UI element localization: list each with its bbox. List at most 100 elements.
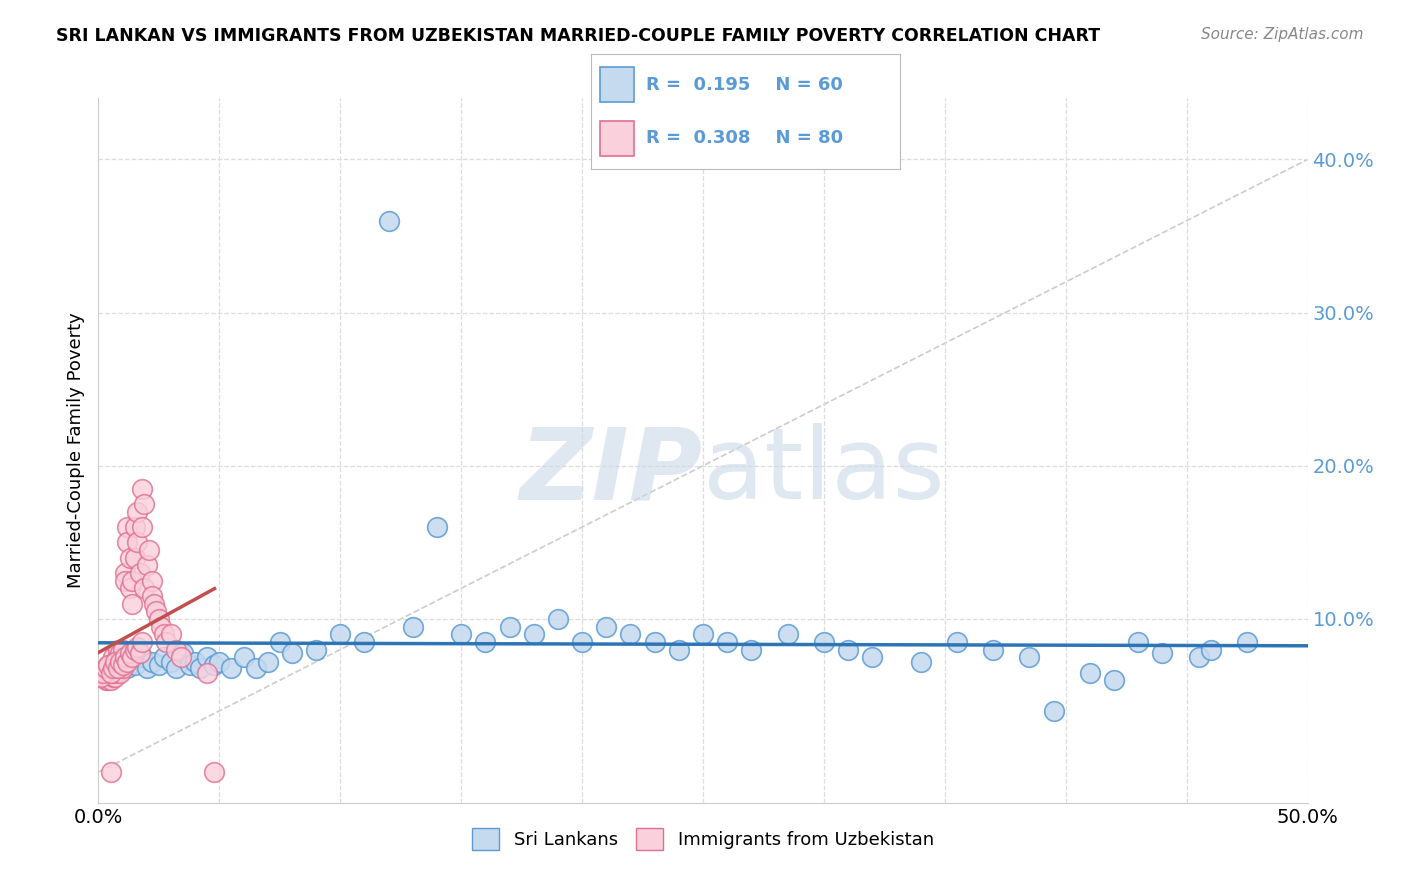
Point bbox=[135, 558, 157, 573]
Point bbox=[204, 765, 226, 780]
Point bbox=[305, 642, 328, 657]
Text: ZIP: ZIP bbox=[520, 423, 703, 520]
Point bbox=[107, 657, 129, 672]
Point bbox=[179, 657, 201, 672]
Text: atlas: atlas bbox=[703, 423, 945, 520]
Point bbox=[100, 765, 122, 780]
Point bbox=[1199, 642, 1222, 657]
Point bbox=[94, 673, 117, 688]
Point bbox=[450, 627, 472, 641]
Point bbox=[837, 642, 859, 657]
Point bbox=[101, 657, 124, 672]
Point bbox=[108, 655, 131, 669]
Point bbox=[1078, 665, 1101, 680]
Point bbox=[148, 612, 170, 626]
Point bbox=[114, 566, 136, 580]
Point bbox=[117, 535, 139, 549]
Point bbox=[104, 665, 127, 680]
Point bbox=[104, 655, 127, 669]
Point bbox=[571, 635, 593, 649]
Point bbox=[94, 661, 117, 675]
Point bbox=[644, 635, 666, 649]
Point bbox=[523, 627, 546, 641]
Legend: Sri Lankans, Immigrants from Uzbekistan: Sri Lankans, Immigrants from Uzbekistan bbox=[465, 821, 941, 857]
Point bbox=[740, 642, 762, 657]
Point bbox=[1152, 646, 1174, 660]
Point bbox=[108, 665, 131, 680]
Point bbox=[118, 646, 141, 660]
Point bbox=[107, 661, 129, 675]
Point bbox=[108, 655, 131, 669]
Point bbox=[188, 661, 211, 675]
Point bbox=[141, 655, 163, 669]
Y-axis label: Married-Couple Family Poverty: Married-Couple Family Poverty bbox=[66, 312, 84, 589]
Point bbox=[121, 597, 143, 611]
Point bbox=[474, 635, 496, 649]
Point bbox=[165, 642, 187, 657]
Point bbox=[256, 655, 278, 669]
Point bbox=[107, 661, 129, 675]
Point bbox=[184, 655, 207, 669]
Point bbox=[97, 665, 120, 680]
Point bbox=[124, 657, 146, 672]
Point bbox=[101, 665, 124, 680]
Point bbox=[169, 650, 191, 665]
Point bbox=[100, 665, 122, 680]
Point bbox=[135, 661, 157, 675]
Point bbox=[124, 642, 146, 657]
Point bbox=[111, 657, 134, 672]
Point bbox=[124, 550, 146, 565]
Point bbox=[195, 665, 218, 680]
Point bbox=[97, 673, 120, 688]
Point bbox=[141, 589, 163, 603]
Point bbox=[108, 646, 131, 660]
Point bbox=[101, 661, 124, 675]
Point bbox=[100, 673, 122, 688]
Point bbox=[131, 520, 153, 534]
Point bbox=[152, 627, 174, 641]
Point bbox=[353, 635, 375, 649]
Point bbox=[131, 482, 153, 496]
Point bbox=[121, 574, 143, 588]
Point bbox=[107, 650, 129, 665]
Point bbox=[117, 520, 139, 534]
Point bbox=[118, 550, 141, 565]
Text: SRI LANKAN VS IMMIGRANTS FROM UZBEKISTAN MARRIED-COUPLE FAMILY POVERTY CORRELATI: SRI LANKAN VS IMMIGRANTS FROM UZBEKISTAN… bbox=[56, 27, 1101, 45]
Point bbox=[143, 597, 166, 611]
Point bbox=[668, 642, 690, 657]
Point bbox=[131, 635, 153, 649]
Point bbox=[91, 665, 114, 680]
Point bbox=[101, 670, 124, 684]
Point bbox=[128, 646, 150, 660]
Point bbox=[1236, 635, 1258, 649]
Point bbox=[107, 665, 129, 680]
Point bbox=[426, 520, 449, 534]
Point bbox=[148, 657, 170, 672]
Point bbox=[195, 650, 218, 665]
Point bbox=[104, 655, 127, 669]
Point bbox=[981, 642, 1004, 657]
Point bbox=[124, 520, 146, 534]
Point bbox=[245, 661, 267, 675]
Point bbox=[117, 655, 139, 669]
Point bbox=[232, 650, 254, 665]
Point bbox=[111, 642, 134, 657]
Point bbox=[1018, 650, 1040, 665]
Point bbox=[111, 657, 134, 672]
Point bbox=[946, 635, 969, 649]
Text: R =  0.308    N = 80: R = 0.308 N = 80 bbox=[647, 129, 844, 147]
Point bbox=[114, 574, 136, 588]
Point bbox=[172, 646, 194, 660]
Text: R =  0.195    N = 60: R = 0.195 N = 60 bbox=[647, 76, 844, 94]
Point bbox=[813, 635, 835, 649]
Point bbox=[128, 566, 150, 580]
Bar bbox=[600, 120, 634, 155]
Point bbox=[1042, 704, 1064, 718]
Point bbox=[104, 670, 127, 684]
Point bbox=[101, 650, 124, 665]
Point bbox=[145, 604, 167, 618]
Point bbox=[160, 655, 183, 669]
Point bbox=[155, 635, 177, 649]
Point bbox=[91, 665, 114, 680]
Point bbox=[776, 627, 799, 641]
